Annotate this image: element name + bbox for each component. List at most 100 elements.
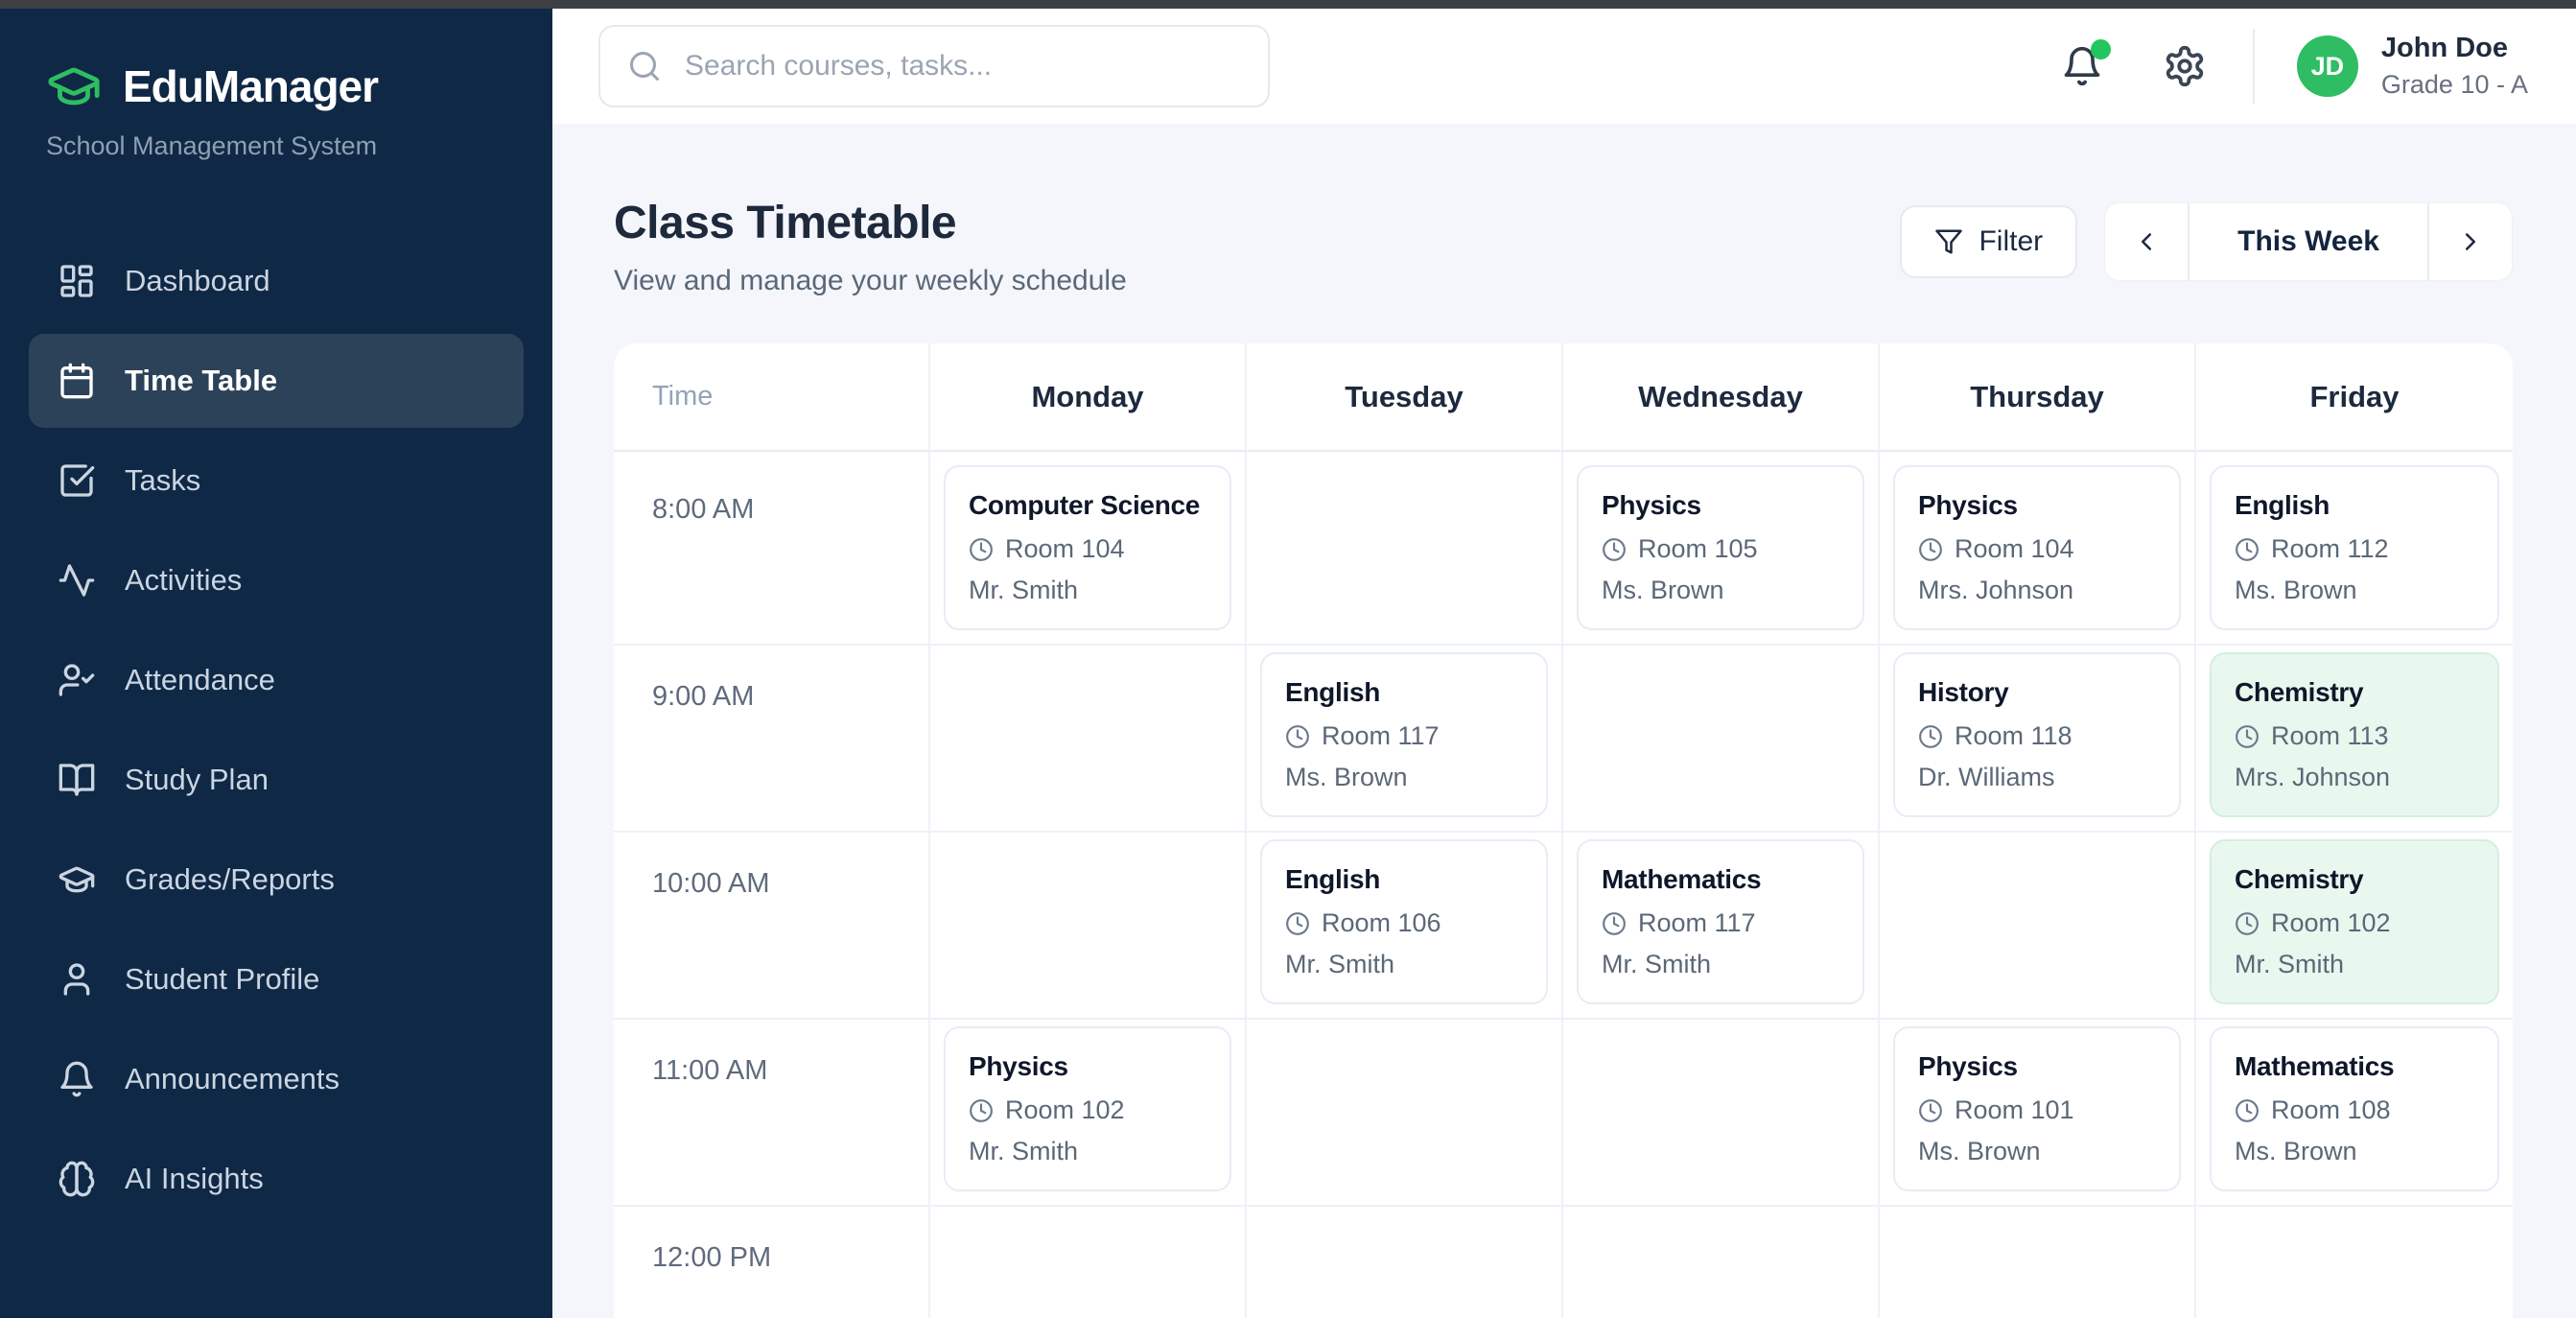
class-room: Room 104 (1918, 534, 2156, 564)
brain-icon (58, 1160, 96, 1198)
time-label: 9:00 AM (614, 639, 930, 834)
time-label: 11:00 AM (614, 1013, 930, 1208)
notification-dot (2090, 39, 2111, 59)
user-grade: Grade 10 - A (2380, 70, 2528, 100)
clock-icon (2235, 911, 2260, 936)
page-title-block: Class Timetable View and manage your wee… (614, 197, 1127, 297)
class-subject: English (2235, 490, 2330, 521)
class-room: Room 118 (1918, 721, 2156, 751)
class-card-physics[interactable]: Physics Room 104 Mrs. Johnson (1893, 465, 2181, 631)
previous-week-button[interactable] (2105, 203, 2190, 280)
notifications-button[interactable] (2061, 39, 2111, 87)
class-card-history[interactable]: History Room 118 Dr. Williams (1893, 652, 2181, 818)
timetable-row-12-00-pm: 12:00 PM (614, 1200, 2513, 1318)
page-header: Class Timetable View and manage your wee… (614, 197, 2513, 297)
time-label: 10:00 AM (614, 826, 930, 1021)
class-card-physics[interactable]: Physics Room 105 Ms. Brown (1577, 465, 1864, 631)
class-teacher: Mr. Smith (1285, 950, 1395, 979)
chevron-left-icon (2132, 227, 2161, 256)
class-card-physics[interactable]: Physics Room 101 Ms. Brown (1893, 1026, 2181, 1192)
class-room-label: Room 117 (1638, 908, 1756, 938)
calendar-icon (58, 362, 96, 400)
column-header-tuesday: Tuesday (1247, 343, 1563, 453)
sidebar-item-label: Activities (125, 563, 243, 597)
class-subject: Computer Science (969, 490, 1201, 521)
search-input[interactable] (683, 49, 1241, 83)
timetable-cell-monday-9-00-am-empty (930, 639, 1247, 834)
class-room-label: Room 104 (1005, 534, 1125, 564)
class-room: Room 112 (2235, 534, 2474, 564)
sidebar-item-ai-insights[interactable]: AI Insights (29, 1132, 524, 1226)
class-card-english[interactable]: English Room 112 Ms. Brown (2210, 465, 2499, 631)
tasks-icon (58, 461, 96, 500)
class-teacher: Mr. Smith (2235, 950, 2345, 979)
timetable-cell-friday-11-00-am: Mathematics Room 108 Ms. Brown (2196, 1013, 2513, 1208)
sidebar-item-dashboard[interactable]: Dashboard (29, 234, 524, 328)
class-card-english[interactable]: English Room 106 Mr. Smith (1260, 839, 1548, 1005)
sidebar-item-attendance[interactable]: Attendance (29, 633, 524, 727)
class-room: Room 102 (2235, 908, 2474, 938)
clock-icon (969, 537, 994, 562)
class-room: Room 102 (969, 1095, 1206, 1125)
user-block: John Doe Grade 10 - A (2381, 31, 2528, 102)
class-teacher: Mr. Smith (969, 576, 1079, 605)
sidebar-item-activities[interactable]: Activities (29, 533, 524, 627)
class-card-computer-science[interactable]: Computer Science Room 104 Mr. Smith (944, 465, 1231, 631)
timetable-cell-friday-10-00-am: Chemistry Room 102 Mr. Smith (2196, 826, 2513, 1021)
sidebar-item-label: Time Table (125, 364, 278, 397)
class-room: Room 117 (1285, 721, 1523, 751)
sidebar-item-grades-reports[interactable]: Grades/Reports (29, 833, 524, 927)
class-teacher: Mrs. Johnson (2235, 763, 2391, 792)
class-subject: Physics (969, 1051, 1068, 1082)
class-teacher: Ms. Brown (1602, 576, 1724, 605)
class-card-mathematics[interactable]: Mathematics Room 108 Ms. Brown (2210, 1026, 2499, 1192)
sidebar-item-student-profile[interactable]: Student Profile (29, 932, 524, 1026)
graduation-cap-icon (58, 860, 96, 899)
sidebar-item-time-table[interactable]: Time Table (29, 334, 524, 428)
user-icon (58, 960, 96, 999)
main-content: Class Timetable View and manage your wee… (552, 124, 2576, 1318)
settings-button[interactable] (2163, 44, 2207, 88)
book-open-icon (58, 761, 96, 799)
sidebar-item-study-plan[interactable]: Study Plan (29, 733, 524, 827)
sidebar-item-tasks[interactable]: Tasks (29, 434, 524, 528)
class-room-label: Room 105 (1638, 534, 1758, 564)
sidebar-item-label: Dashboard (125, 264, 270, 297)
class-subject: Chemistry (2235, 677, 2364, 708)
timetable-cell-wednesday-9-00-am-empty (1563, 639, 1880, 834)
class-room-label: Room 102 (1005, 1095, 1125, 1125)
clock-icon (1918, 537, 1943, 562)
timetable-row-10-00-am: 10:00 AM English Room 106 Mr. Smith Mathemat… (614, 826, 2513, 1021)
timetable-cell-friday-12-00-pm-empty (2196, 1200, 2513, 1318)
class-card-mathematics[interactable]: Mathematics Room 117 Mr. Smith (1577, 839, 1864, 1005)
filter-button[interactable]: Filter (1900, 205, 2078, 278)
class-subject: Chemistry (2235, 864, 2364, 895)
sidebar-item-label: Student Profile (125, 962, 320, 996)
timetable-row-9-00-am: 9:00 AM English Room 117 Ms. Brown History Ro… (614, 639, 2513, 834)
class-teacher: Ms. Brown (1918, 1137, 2041, 1166)
sidebar-item-label: Announcements (125, 1062, 340, 1095)
time-label: 8:00 AM (614, 452, 930, 647)
timetable-cell-tuesday-8-00-am-empty (1247, 452, 1563, 647)
class-room-label: Room 113 (2271, 721, 2389, 751)
class-card-physics[interactable]: Physics Room 102 Mr. Smith (944, 1026, 1231, 1192)
class-card-chemistry[interactable]: Chemistry Room 113 Mrs. Johnson (2210, 652, 2499, 818)
clock-icon (1602, 537, 1627, 562)
class-card-chemistry[interactable]: Chemistry Room 102 Mr. Smith (2210, 839, 2499, 1005)
class-teacher: Mr. Smith (969, 1137, 1079, 1166)
avatar[interactable]: JD (2296, 35, 2358, 97)
class-card-english[interactable]: English Room 117 Ms. Brown (1260, 652, 1548, 818)
class-room: Room 105 (1602, 534, 1839, 564)
class-room-label: Room 117 (1322, 721, 1440, 751)
class-room-label: Room 102 (2271, 908, 2391, 938)
timetable-body: 8:00 AM Computer Science Room 104 Mr. Smith… (614, 452, 2513, 1318)
next-week-button[interactable] (2427, 203, 2512, 280)
clock-icon (969, 1098, 994, 1123)
sidebar-item-announcements[interactable]: Announcements (29, 1032, 524, 1126)
user-name: John Doe (2380, 33, 2509, 63)
class-room: Room 117 (1602, 908, 1839, 938)
class-room: Room 113 (2235, 721, 2474, 751)
class-teacher: Dr. Williams (1918, 763, 2055, 792)
timetable-cell-thursday-10-00-am-empty (1880, 826, 2196, 1021)
class-teacher: Mrs. Johnson (1918, 576, 2074, 605)
